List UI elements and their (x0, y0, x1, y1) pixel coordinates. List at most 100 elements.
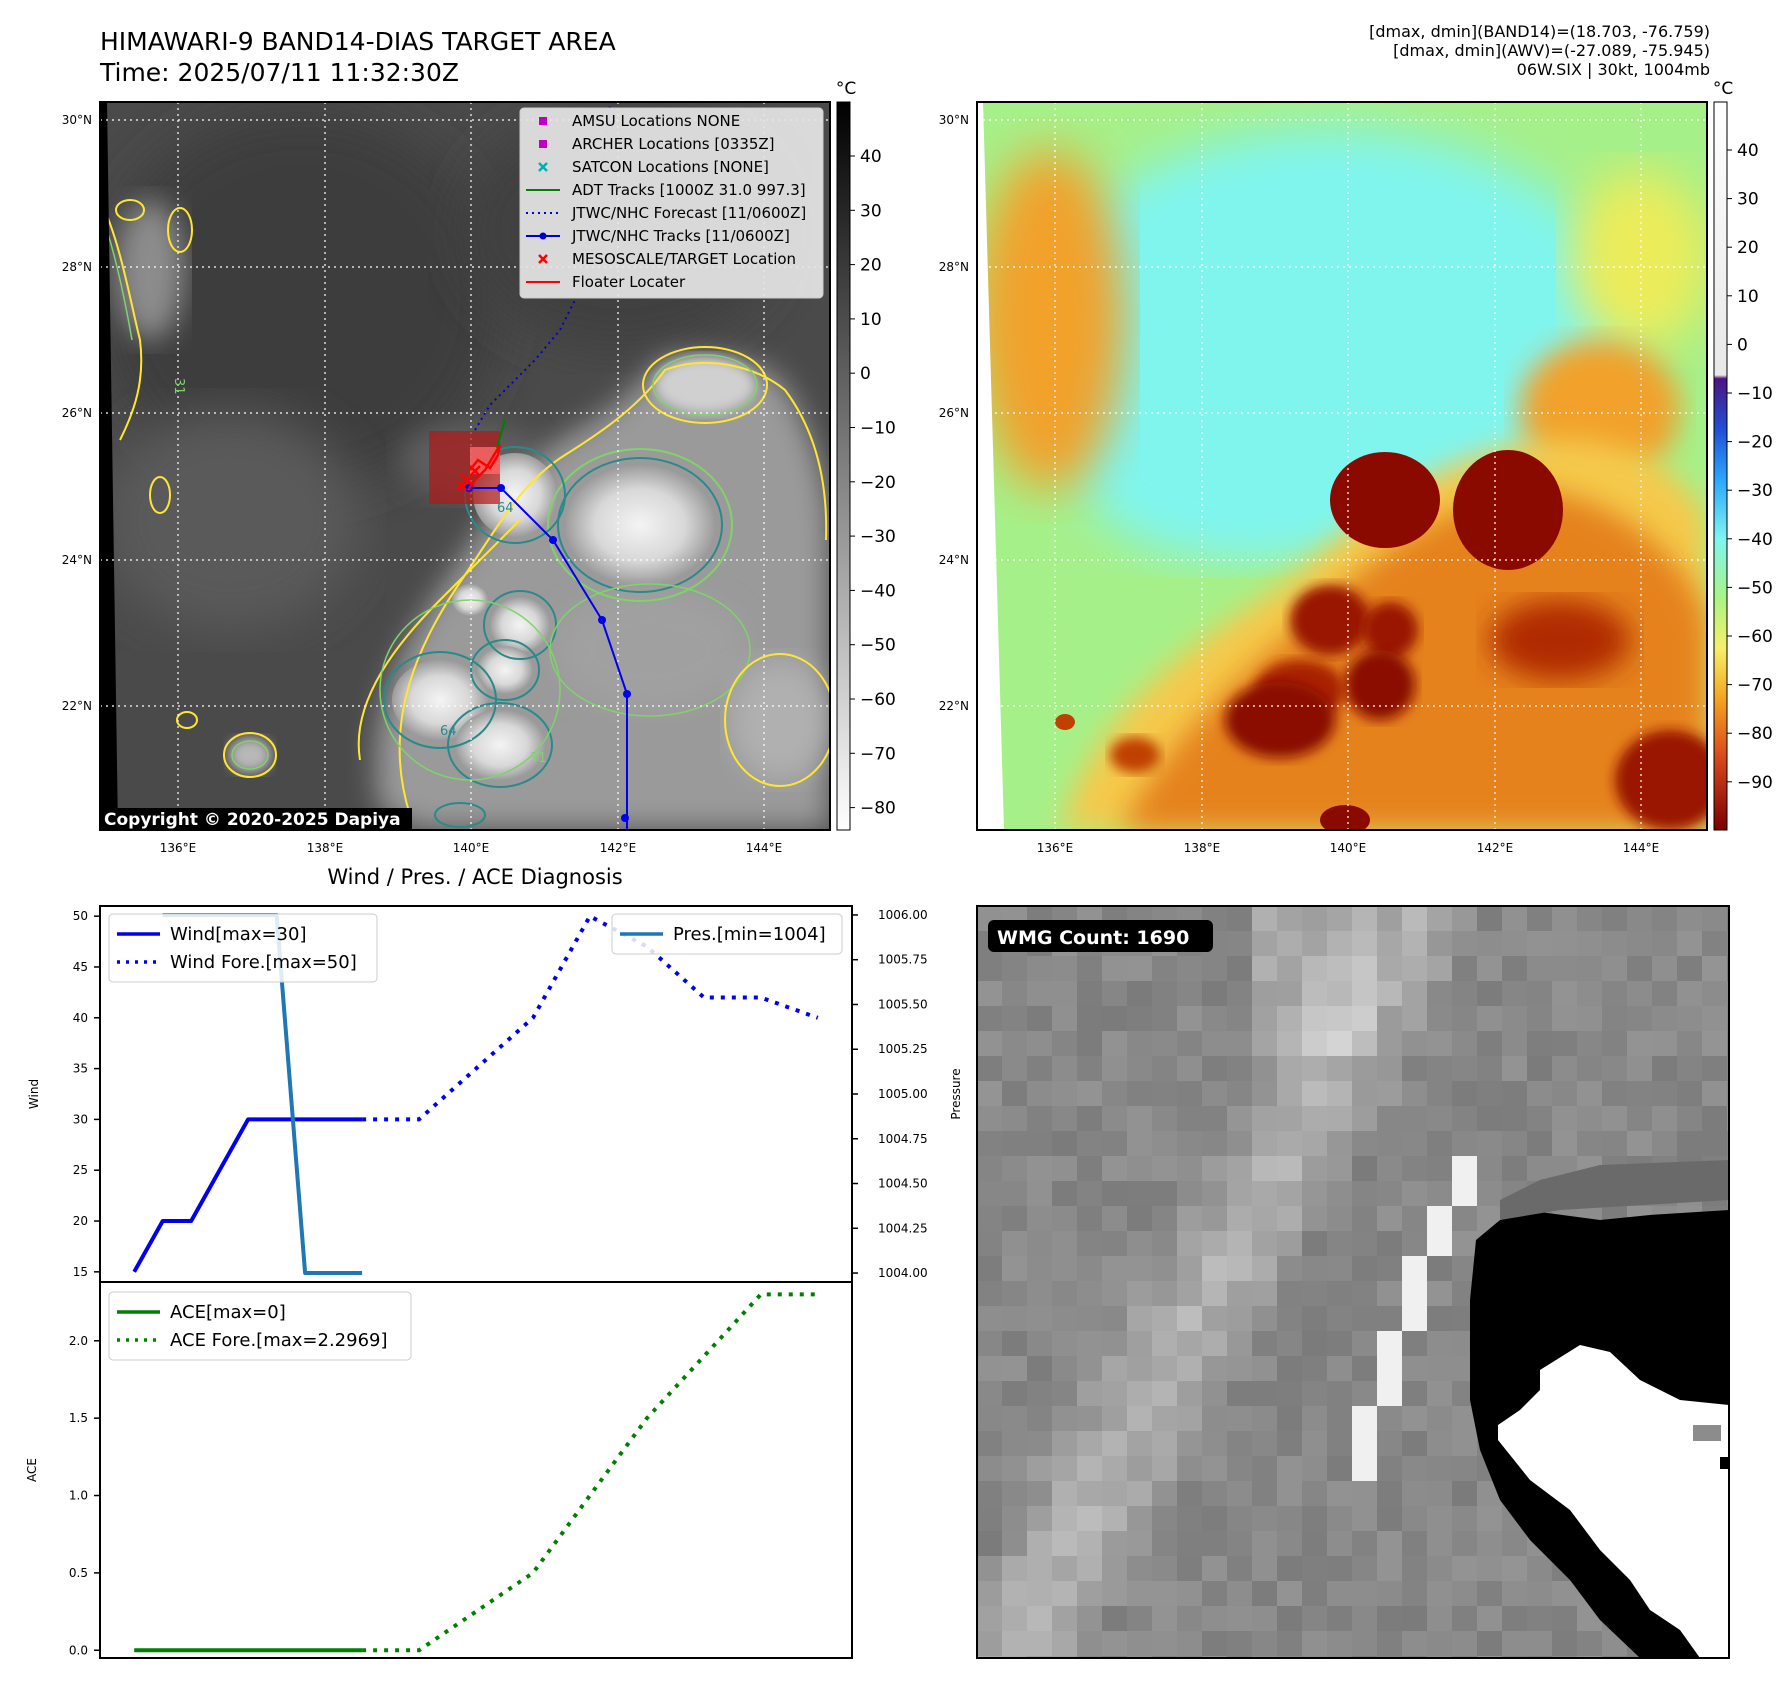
wmg-pixel (1552, 906, 1577, 931)
wmg-pixel (1377, 1481, 1402, 1506)
wind-ytick-label: 45 (73, 960, 88, 974)
wmg-pixel (1127, 1556, 1152, 1581)
figure-title-line2: Time: 2025/07/11 11:32:30Z (100, 58, 459, 87)
wmg-pixel (1352, 1556, 1377, 1581)
wmg-pixel (1152, 1331, 1177, 1356)
wmg-pixel (1377, 1656, 1402, 1658)
wmg-pixel (1327, 1431, 1352, 1456)
wmg-pixel (1677, 1006, 1702, 1031)
ir-lat-label: 26°N (62, 406, 92, 420)
wmg-pixel (1302, 981, 1327, 1006)
wmg-pixel (1727, 1581, 1729, 1606)
wmg-pixel (1052, 1131, 1077, 1156)
wmg-pixel (1177, 1081, 1202, 1106)
wmg-pixel (1602, 1656, 1627, 1658)
wmg-pixel (1352, 1506, 1377, 1531)
wmg-pixel (1402, 1556, 1427, 1581)
wmg-pixel (1077, 956, 1102, 981)
wmg-pixel (1352, 981, 1377, 1006)
wmg-pixel (1027, 956, 1052, 981)
wmg-pixel-edge (1352, 1431, 1377, 1456)
wmg-pixel (1577, 1081, 1602, 1106)
wmg-pixel (1452, 1006, 1477, 1031)
copyright-text: Copyright © 2020-2025 Dapiya (104, 810, 401, 830)
wmg-pixel (1602, 1031, 1627, 1056)
wmg-pixel (1102, 1406, 1127, 1431)
wmg-pixel (1552, 1056, 1577, 1081)
wmg-pixel (1277, 1506, 1302, 1531)
wmg-pixel (1202, 1006, 1227, 1031)
wv-lat-label: 26°N (939, 406, 969, 420)
wmg-pixel (1727, 1481, 1729, 1506)
wmg-pixel (1052, 1106, 1077, 1131)
wmg-pixel (977, 1556, 1002, 1581)
ir-colorbar-tick-label: −20 (860, 473, 896, 493)
wmg-pixel (1502, 1606, 1527, 1631)
wmg-pixel (1302, 1406, 1327, 1431)
wmg-pixel-edge (1452, 1156, 1477, 1181)
wmg-pixel (1002, 1606, 1027, 1631)
wmg-pixel (1077, 1181, 1102, 1206)
wmg-pixel (1152, 1256, 1177, 1281)
wmg-pixel (1702, 906, 1727, 931)
pressure-ytick-label: 1004.50 (878, 1177, 928, 1191)
wmg-pixel (1527, 1581, 1552, 1606)
wmg-pixel (1527, 906, 1552, 931)
wmg-pixel (1377, 1406, 1402, 1431)
wmg-pixel (1502, 956, 1527, 981)
wmg-pixel (1277, 1406, 1302, 1431)
wmg-pixel (1152, 1531, 1177, 1556)
wmg-pixel (1277, 956, 1302, 981)
wmg-pixel (1077, 1406, 1102, 1431)
wmg-pixel (1302, 1381, 1327, 1406)
wmg-pixel (1177, 1356, 1202, 1381)
wmg-count-label: WMG Count: 1690 (997, 927, 1189, 949)
ir-colorbar-tick-label: −60 (860, 690, 896, 710)
wmg-pixel (1727, 1656, 1729, 1658)
wmg-pixel (1427, 1531, 1452, 1556)
wmg-pixel (1027, 1406, 1052, 1431)
wmg-pixel (1077, 1031, 1102, 1056)
wmg-pixel (1727, 1281, 1729, 1306)
wmg-pixel (1727, 1006, 1729, 1031)
wmg-pixel (1577, 956, 1602, 981)
wmg-pixel (1327, 1281, 1352, 1306)
wmg-pixel (977, 1306, 1002, 1331)
wv-colorbar-tick-label: 0 (1737, 335, 1748, 355)
wmg-pixel (1277, 981, 1302, 1006)
wmg-pixel (1577, 906, 1602, 931)
legend-label: ADT Tracks [1000Z 31.0 997.3] (572, 181, 806, 199)
wmg-pixel (1177, 1156, 1202, 1181)
wmg-pixel (1627, 931, 1652, 956)
ir-lat-label: 28°N (62, 260, 92, 274)
wv-frame (976, 101, 1708, 831)
wmg-pixel (1727, 1056, 1729, 1081)
wmg-pixel (1302, 1031, 1327, 1056)
wmg-pixel (1327, 1356, 1352, 1381)
wmg-pixel (1627, 981, 1652, 1006)
wmg-pixel (1077, 1381, 1102, 1406)
wv-lat-label: 30°N (939, 113, 969, 127)
wmg-pixel (1252, 1231, 1277, 1256)
wmg-pixel (1402, 981, 1427, 1006)
wmg-pixel-edge (1377, 1331, 1402, 1356)
wmg-pixel (1427, 981, 1452, 1006)
wmg-pixel (1077, 1056, 1102, 1081)
wmg-pixel (1252, 1606, 1277, 1631)
wmg-pixel (1377, 1531, 1402, 1556)
wmg-pixel (1502, 906, 1527, 931)
wmg-pixel (1227, 1281, 1252, 1306)
wmg-pixel (1227, 1181, 1252, 1206)
wind-ytick-label: 35 (73, 1062, 88, 1076)
wmg-pixel (1377, 1281, 1402, 1306)
wmg-pixel (1477, 1606, 1502, 1631)
wmg-pixel (1302, 1356, 1327, 1381)
wmg-pixel (1327, 906, 1352, 931)
wmg-pixel (1402, 1181, 1427, 1206)
wmg-pixel (1127, 1481, 1152, 1506)
wmg-pixel (1077, 1656, 1102, 1658)
wmg-pixel (1227, 1606, 1252, 1631)
wmg-pixel (1052, 1256, 1077, 1281)
wmg-pixel (977, 1181, 1002, 1206)
wmg-pixel (1202, 1556, 1227, 1581)
